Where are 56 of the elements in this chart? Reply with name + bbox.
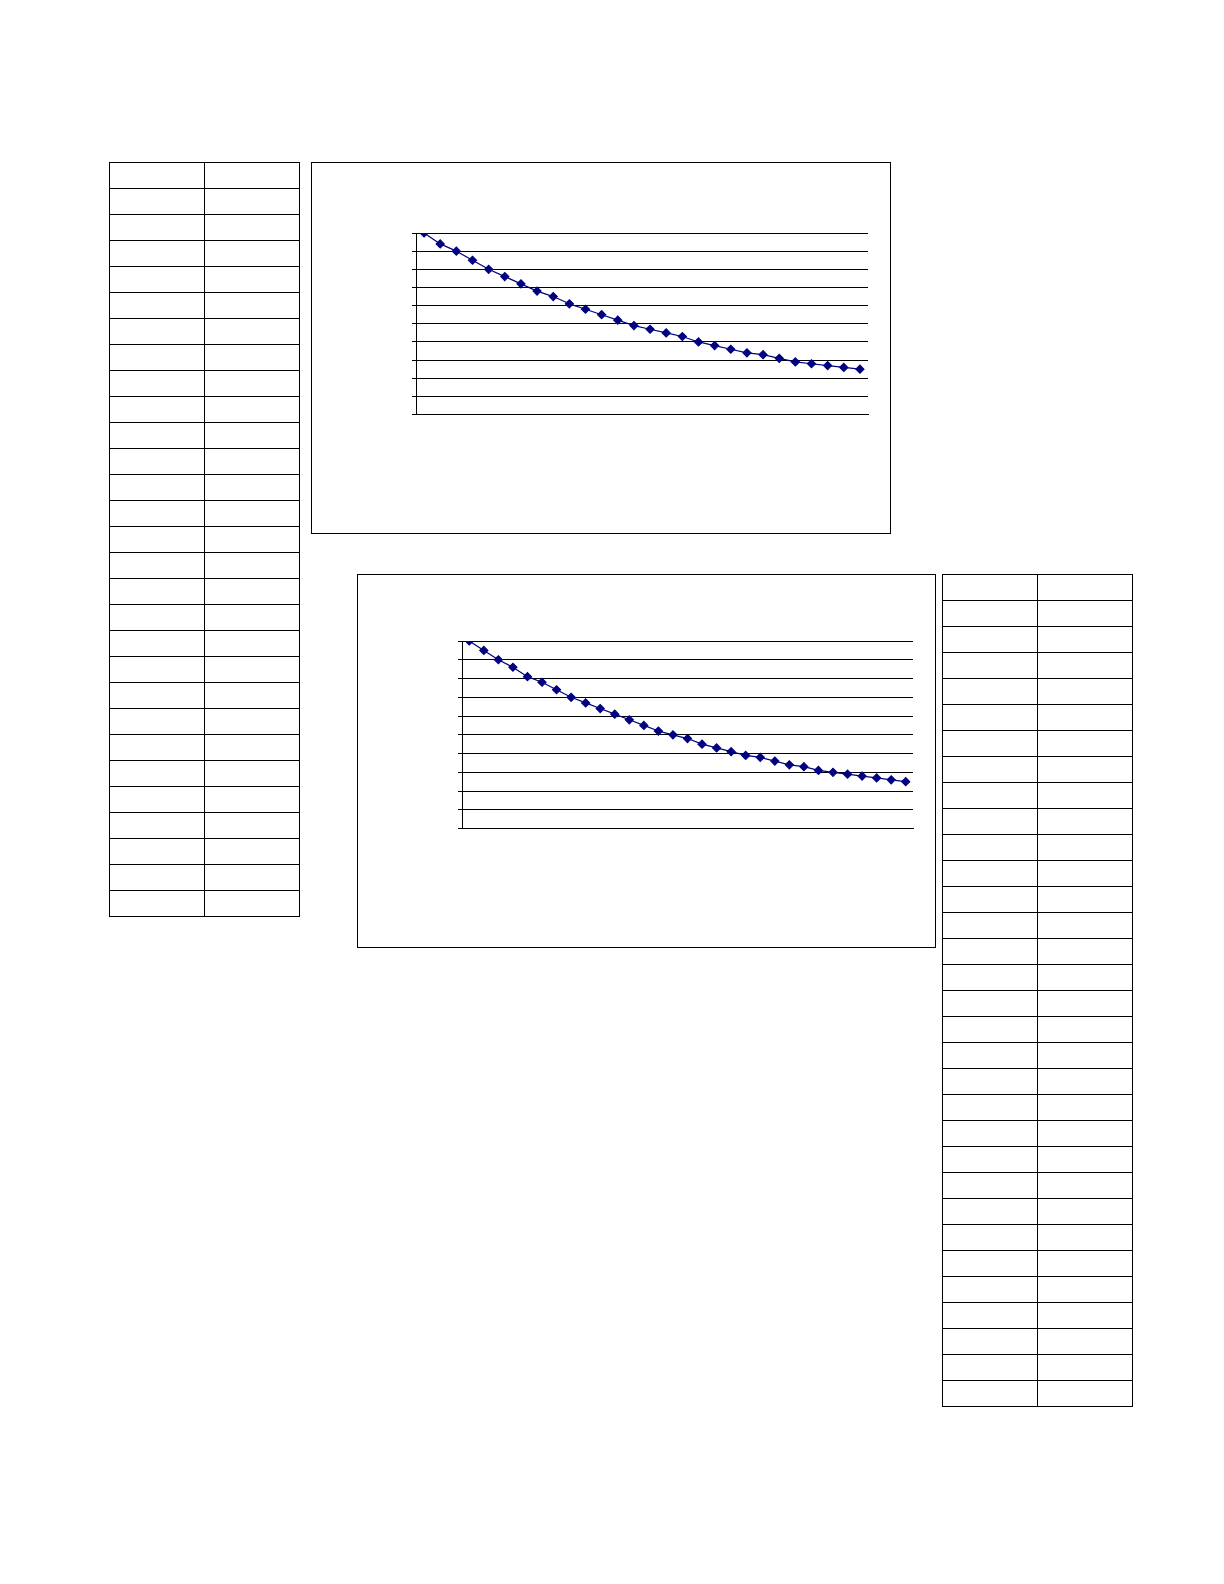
point <box>451 246 461 256</box>
point <box>661 328 671 338</box>
point <box>710 340 720 351</box>
point <box>806 359 817 369</box>
point <box>842 769 853 779</box>
point <box>516 279 526 289</box>
point <box>770 756 780 766</box>
point <box>726 747 736 757</box>
point <box>790 357 800 367</box>
point <box>712 743 722 753</box>
point <box>629 321 639 331</box>
point <box>595 703 605 714</box>
point <box>653 726 663 736</box>
point <box>774 353 784 363</box>
point <box>532 286 542 296</box>
point <box>839 362 849 372</box>
point <box>551 685 562 695</box>
point <box>581 698 591 708</box>
point <box>467 255 478 265</box>
point <box>613 315 623 325</box>
point <box>566 692 576 702</box>
point <box>508 662 518 672</box>
point <box>872 773 882 783</box>
point <box>564 299 574 309</box>
point <box>693 337 704 347</box>
point <box>500 271 510 282</box>
point <box>677 331 687 342</box>
point <box>784 760 794 770</box>
point <box>493 655 503 665</box>
point <box>610 709 620 719</box>
point <box>537 677 547 687</box>
point <box>668 730 678 740</box>
point <box>855 364 865 374</box>
point <box>741 750 751 761</box>
point <box>901 777 911 787</box>
point <box>639 720 649 731</box>
point <box>755 752 765 762</box>
point <box>799 762 809 772</box>
point <box>484 264 494 274</box>
point <box>597 310 607 320</box>
point <box>886 775 896 785</box>
point <box>697 739 707 749</box>
point <box>828 767 838 777</box>
point <box>624 715 634 725</box>
point <box>580 304 591 314</box>
point <box>522 672 533 682</box>
point <box>479 645 489 655</box>
point <box>548 291 558 302</box>
point <box>742 348 752 358</box>
point <box>813 765 824 776</box>
point <box>726 344 736 354</box>
point <box>823 360 833 371</box>
point <box>645 324 655 334</box>
point <box>857 771 867 781</box>
point <box>758 350 768 360</box>
point <box>435 239 445 249</box>
